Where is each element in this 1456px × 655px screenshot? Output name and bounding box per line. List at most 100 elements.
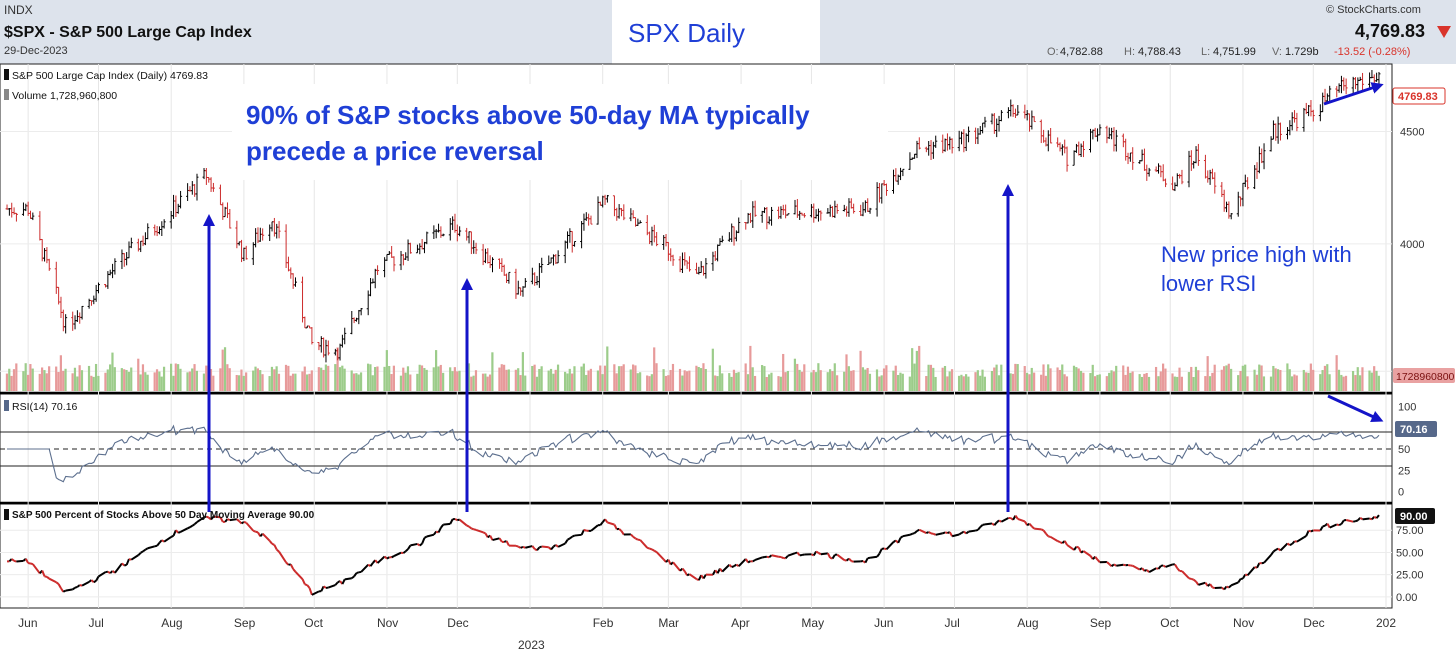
- volume-bar: [1061, 364, 1064, 391]
- volume-bar: [467, 363, 471, 391]
- breadth-segment: [845, 557, 850, 562]
- breadth-segment: [1272, 549, 1277, 553]
- volume-bar: [1077, 368, 1080, 391]
- volume-bar: [533, 364, 536, 391]
- breadth-segment: [550, 545, 555, 551]
- volume-bar: [228, 368, 231, 391]
- volume-bar: [355, 373, 358, 391]
- breadth-segment: [1188, 577, 1192, 580]
- volume-bar: [498, 367, 501, 391]
- volume-bar: [317, 367, 320, 391]
- volume-bar: [925, 376, 928, 391]
- breadth-segment: [177, 530, 181, 534]
- breadth-segment: [768, 554, 773, 558]
- volume-bar: [320, 367, 323, 391]
- volume-bar: [993, 367, 996, 391]
- breadth-segment: [918, 528, 927, 534]
- arrow-price-high: [1323, 82, 1384, 106]
- volume-bar: [894, 365, 897, 391]
- volume-bar: [15, 363, 18, 391]
- breadth-segment: [1042, 529, 1047, 535]
- rsi-tick-label: 50: [1398, 444, 1410, 456]
- breadth-segment: [1228, 584, 1232, 589]
- volume-bar: [606, 346, 609, 391]
- x-tick-label: Aug: [161, 616, 182, 630]
- breadth-segment: [261, 533, 271, 542]
- volume-bar: [1335, 355, 1338, 391]
- price-bar: [967, 126, 971, 143]
- breadth-segment: [975, 528, 979, 532]
- breadth-segment: [744, 558, 749, 564]
- breadth-segment: [569, 535, 573, 540]
- volume-bar: [1237, 375, 1240, 391]
- breadth-segment: [41, 570, 46, 577]
- volume-bar: [779, 376, 782, 391]
- breadth-segment: [1108, 563, 1113, 567]
- volume-bar: [1096, 374, 1099, 391]
- x-tick-label: Oct: [1160, 616, 1179, 630]
- breadth-segment: [539, 545, 543, 549]
- volume-bar: [803, 364, 806, 391]
- breadth-segment: [46, 576, 50, 580]
- volume-bar: [357, 374, 360, 391]
- breadth-segment: [489, 535, 494, 541]
- volume-bar: [1255, 374, 1259, 391]
- volume-bar: [31, 368, 34, 391]
- breadth-segment: [1362, 517, 1370, 521]
- breadth-segment: [81, 580, 90, 587]
- volume-bar: [245, 372, 248, 391]
- volume-bar: [517, 368, 520, 391]
- volume-bar: [1126, 366, 1130, 391]
- volume-bar: [338, 367, 342, 391]
- volume-bar: [1208, 376, 1212, 391]
- volume-bar: [524, 375, 527, 391]
- volume-bar: [219, 368, 222, 391]
- breadth-segment: [8, 558, 13, 563]
- breadth-segment: [1310, 529, 1314, 533]
- price-bar: [211, 182, 215, 192]
- breadth-segment: [1223, 585, 1228, 591]
- breadth-segment: [405, 548, 409, 552]
- volume-bar: [284, 364, 288, 391]
- breadth-segment: [191, 523, 196, 527]
- breadth-panel: [0, 503, 1393, 609]
- volume-bar: [878, 376, 881, 391]
- breadth-segment: [334, 581, 339, 586]
- rsi-line: [7, 424, 1380, 483]
- price-bar: [1311, 109, 1315, 122]
- breadth-segment: [1303, 535, 1307, 539]
- breadth-segment: [1191, 578, 1194, 581]
- volume-bar: [76, 376, 79, 391]
- breadth-segment: [928, 531, 932, 535]
- breadth-segment: [620, 530, 625, 536]
- breadth-segment: [672, 561, 681, 572]
- volume-bar: [810, 372, 813, 391]
- breadth-segment: [433, 530, 438, 536]
- price-bar: [80, 305, 84, 320]
- volume-bar: [927, 364, 930, 391]
- price-bar: [146, 223, 150, 240]
- breadth-segment: [140, 550, 144, 554]
- volume-bar: [1344, 375, 1348, 391]
- breadth-segment: [897, 537, 902, 544]
- volume-bar: [589, 368, 592, 391]
- volume-bar: [406, 366, 410, 391]
- volume-bar: [242, 375, 245, 391]
- volume-bar: [882, 368, 886, 391]
- breadth-segment: [205, 515, 210, 519]
- volume-bar: [12, 369, 16, 391]
- volume-bar: [294, 373, 297, 391]
- breadth-segment: [731, 565, 735, 569]
- rsi-tick-label: 25: [1398, 465, 1410, 477]
- volume-bar: [259, 370, 262, 391]
- volume-bar: [859, 350, 862, 391]
- breadth-segment: [728, 564, 733, 568]
- breadth-segment: [498, 537, 503, 543]
- volume-bar: [458, 370, 461, 391]
- breadth-segment: [60, 587, 65, 593]
- breadth-segment: [947, 531, 951, 534]
- breadth-segment: [327, 584, 336, 589]
- breadth-segment: [944, 531, 948, 534]
- volume-bar: [1361, 367, 1364, 391]
- breadth-segment: [386, 556, 390, 560]
